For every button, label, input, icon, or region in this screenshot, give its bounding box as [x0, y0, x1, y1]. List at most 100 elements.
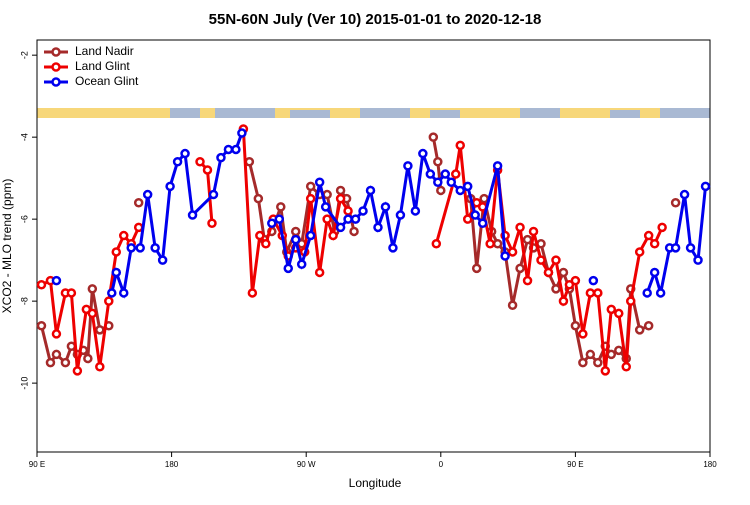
data-point [51, 275, 62, 286]
data-point [522, 234, 533, 245]
data-point [358, 206, 368, 216]
data-point [670, 198, 681, 208]
y-tick-label: -2 [19, 51, 29, 59]
data-point [440, 169, 451, 179]
x-tick-label: 90 E [29, 460, 45, 469]
data-point [388, 243, 398, 253]
data-point [305, 230, 316, 241]
data-point [267, 218, 277, 228]
data-point [380, 202, 391, 212]
data-point [428, 132, 439, 142]
data-point [208, 189, 219, 200]
data-point [558, 267, 569, 278]
y-tick-label: -4 [19, 133, 29, 141]
y-tick-label: -6 [19, 215, 29, 223]
legend-label: Land Glint [75, 59, 130, 73]
data-point [515, 222, 525, 233]
data-point [343, 206, 353, 216]
data-point [455, 140, 465, 151]
data-point [471, 263, 482, 274]
data-point [180, 148, 190, 159]
y-tick-label: -10 [19, 377, 29, 390]
data-point [679, 189, 690, 200]
data-point [418, 148, 428, 159]
data-point [335, 185, 346, 196]
data-point [479, 193, 489, 204]
x-tick-label: 0 [439, 460, 444, 469]
data-point [634, 247, 645, 257]
data-point [296, 259, 307, 269]
data-point [585, 349, 596, 360]
data-point [528, 226, 539, 237]
data-point [290, 234, 301, 245]
data-point [614, 308, 624, 319]
data-point [593, 357, 603, 368]
data-point [462, 181, 473, 192]
data-point [87, 308, 98, 319]
data-point [522, 275, 533, 286]
map-strip [37, 108, 710, 118]
x-tick-label: 90 W [297, 460, 316, 469]
chart-title: 55N-60N July (Ver 10) 2015-01-01 to 2020… [209, 11, 542, 28]
data-point [507, 247, 518, 257]
data-point [410, 206, 421, 216]
data-point [462, 214, 473, 224]
data-point [320, 202, 331, 212]
data-point [431, 238, 442, 249]
data-point [253, 193, 264, 204]
data-point [51, 329, 62, 339]
data-point [593, 288, 603, 298]
data-point [247, 288, 258, 298]
data-point [433, 177, 443, 188]
data-point [470, 210, 480, 220]
data-point [685, 243, 696, 253]
data-point [433, 157, 443, 167]
data-point [51, 349, 62, 360]
data-point [558, 296, 569, 306]
data-point [670, 243, 681, 253]
data-point [111, 247, 122, 257]
data-point [290, 226, 301, 237]
data-point [328, 230, 338, 241]
data-point [621, 361, 631, 372]
data-point [446, 177, 457, 188]
data-point [274, 214, 285, 224]
data-point [283, 263, 294, 274]
data-point [87, 284, 98, 294]
data-point [700, 181, 711, 192]
data-point [104, 296, 114, 306]
data-point [365, 185, 376, 196]
data-point [244, 157, 255, 167]
data-point [135, 243, 145, 253]
data-point [314, 267, 325, 278]
data-point [261, 238, 271, 249]
legend-label: Land Nadir [75, 44, 134, 58]
data-point [649, 267, 660, 278]
data-point [395, 210, 406, 220]
data-point [107, 288, 117, 298]
data-point [492, 238, 503, 249]
x-tick-label: 180 [165, 460, 179, 469]
data-point [600, 366, 611, 376]
data-point [207, 218, 217, 228]
data-point [515, 263, 525, 274]
data-point [614, 345, 624, 356]
data-point [150, 243, 160, 253]
data-point [643, 320, 654, 331]
data-point [693, 255, 703, 265]
data-point [634, 325, 645, 335]
data-point [322, 214, 332, 224]
data-point [500, 251, 510, 261]
data-point [606, 349, 617, 360]
data-point [606, 304, 617, 315]
data-point [81, 304, 92, 315]
data-point [655, 288, 666, 298]
data-point [477, 218, 488, 228]
data-point [216, 152, 226, 163]
x-tick-label: 180 [703, 460, 717, 469]
data-point [157, 255, 168, 265]
data-point [133, 198, 144, 208]
data-point [314, 177, 325, 188]
data-point [373, 222, 383, 233]
data-point [403, 161, 413, 171]
